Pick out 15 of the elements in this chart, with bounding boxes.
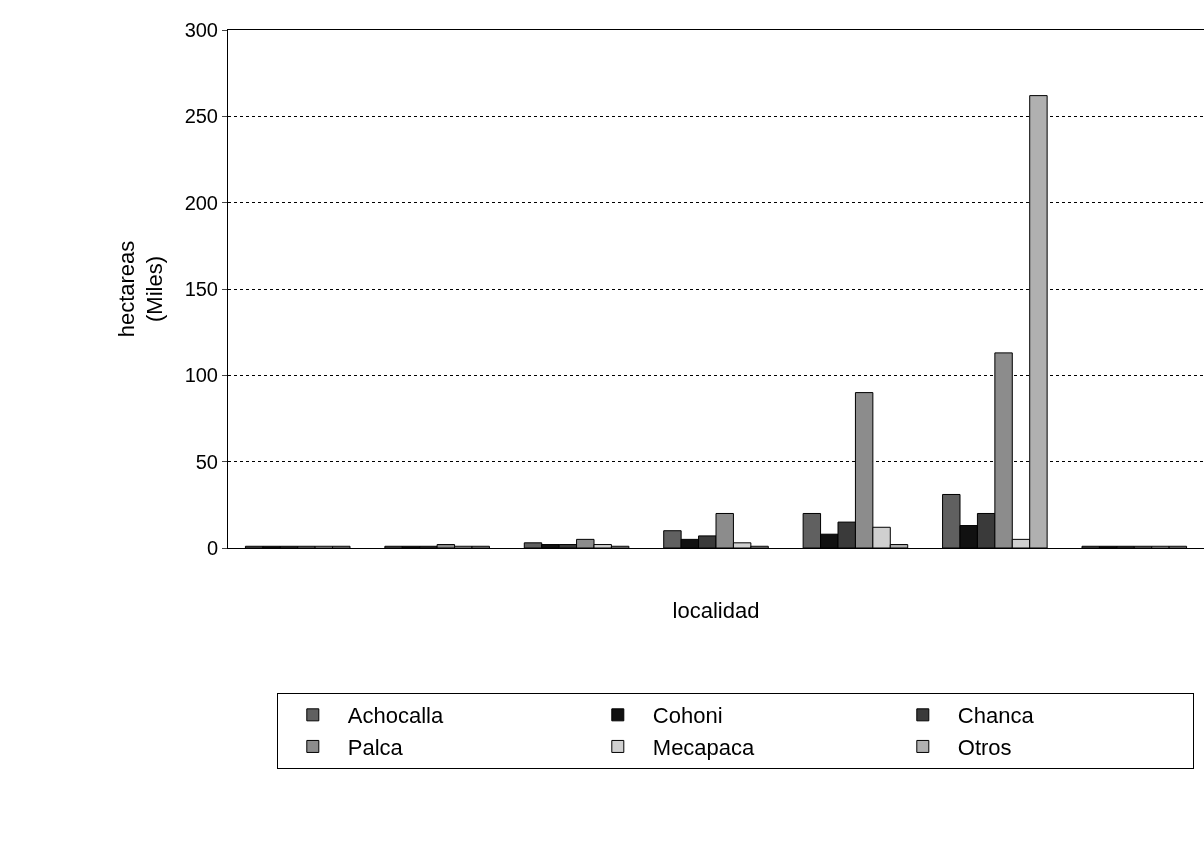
y-tick-label: 250: [184, 105, 218, 128]
legend-label: Otros: [957, 735, 1012, 761]
y-tick-label: 200: [184, 191, 218, 214]
y-tick-label: 150: [184, 278, 218, 300]
y-tick-label: 300: [184, 19, 218, 41]
y-tick-label: 100: [184, 364, 218, 387]
y-tick-label: 0: [206, 537, 218, 559]
legend-label: Chanca: [957, 703, 1035, 729]
legend-label: Cohoni: [652, 703, 723, 729]
x-axis-title: localidad: [672, 597, 760, 623]
legend-label: Achocalla: [347, 703, 444, 729]
legend-label: Palca: [347, 735, 404, 761]
y-tick-label: 50: [195, 450, 218, 473]
legend-label: Mecapaca: [652, 735, 756, 761]
y-axis-title: hectareas (Miles): [113, 240, 168, 338]
